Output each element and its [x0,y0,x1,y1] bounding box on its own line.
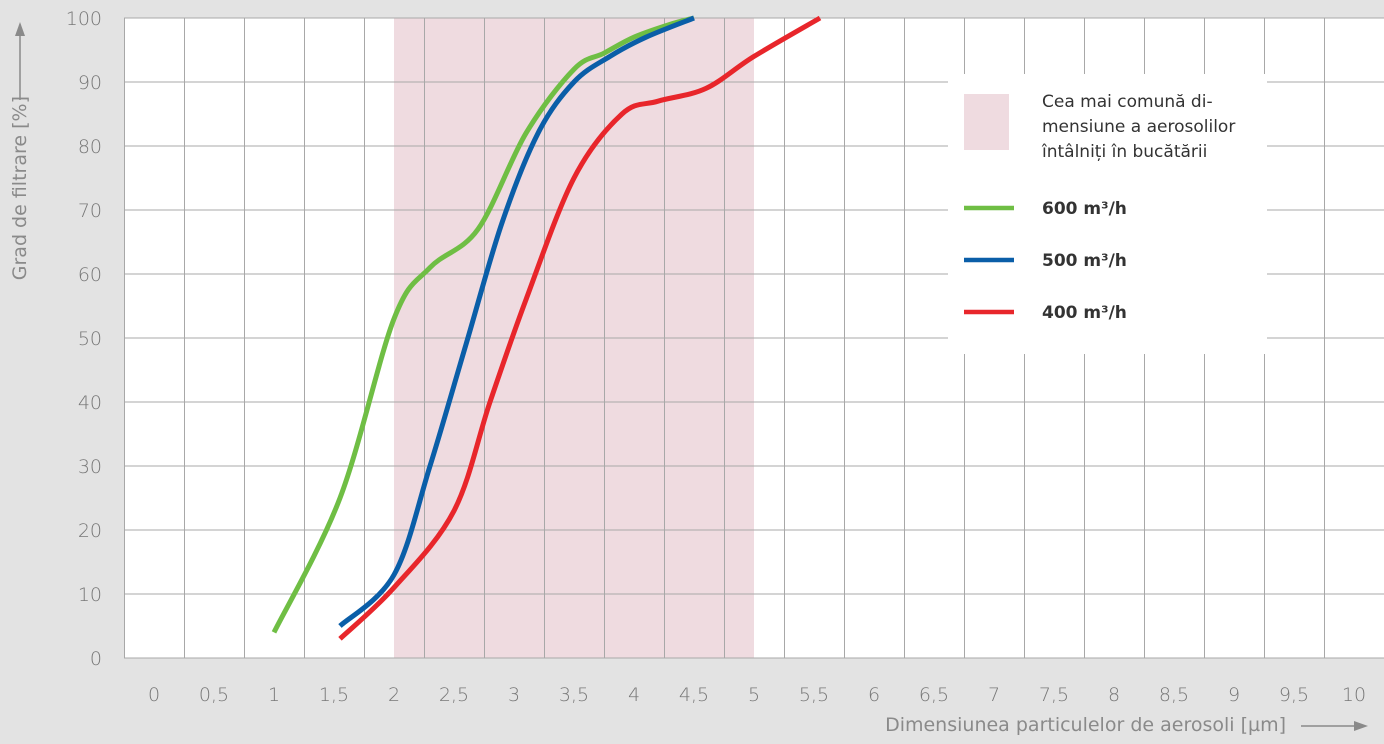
x-tick-label: 6 [868,684,880,706]
series-line-500 [338,15,695,628]
x-axis-ticks: 0 0,5 1 1,5 2 2,5 3 3,5 4 4,5 5 5,5 6 6,5 7 7,5 8 8,5 9 9,5… [148,684,1366,706]
y-axis-label: Grad de filtrare [%] [9,96,31,280]
y-tick-label: 80 [78,136,102,158]
x-axis-title: Dimensiunea particulelor de aerosoli [µm… [885,714,1368,736]
x-tick-label: 6,5 [919,684,949,706]
legend-label-600: 600 m³/h [1042,199,1127,219]
x-tick-label: 1,5 [319,684,349,706]
y-tick-label: 90 [78,72,102,94]
legend: Cea mai comună di- mensiune a aerosolilo… [948,74,1267,354]
y-tick-label: 60 [78,264,102,286]
y-tick-label: 0 [90,648,102,670]
legend-band-swatch [964,94,1009,150]
x-tick-label: 3 [508,684,520,706]
y-tick-label: 20 [78,520,102,542]
y-tick-label: 100 [66,8,102,30]
legend-label-400: 400 m³/h [1042,303,1127,323]
legend-band-label-line-2: mensiune a aerosolilor [1042,117,1235,137]
legend-label-500: 500 m³/h [1042,251,1127,271]
x-tick-label: 0,5 [199,684,229,706]
x-tick-label: 4 [628,684,640,706]
x-tick-label: 3,5 [559,684,589,706]
y-tick-label: 40 [78,392,102,414]
y-tick-label: 30 [78,456,102,478]
x-tick-label: 8,5 [1159,684,1189,706]
x-tick-label: 7 [988,684,1000,706]
legend-band-label-line-1: Cea mai comună di- [1042,92,1213,112]
y-tick-label: 50 [78,328,102,350]
series-lines [271,15,822,641]
y-tick-label: 10 [78,584,102,606]
x-tick-label: 1 [268,684,280,706]
x-tick-label: 2,5 [439,684,469,706]
series-line-400 [338,15,822,641]
x-axis-label: Dimensiunea particulelor de aerosoli [µm… [885,714,1286,736]
x-tick-label: 0 [148,684,160,706]
y-axis-arrow-head [15,22,25,36]
y-tick-label: 70 [78,200,102,222]
x-tick-label: 5,5 [799,684,829,706]
x-axis-arrow-head [1354,721,1368,731]
x-tick-label: 10 [1342,684,1366,706]
x-tick-label: 2 [388,684,400,706]
legend-band-label-line-3: întâlniți în bucătării [1041,142,1207,162]
x-tick-label: 7,5 [1039,684,1069,706]
y-axis-title: Grad de filtrare [%] [9,22,31,280]
x-tick-label: 9,5 [1279,684,1309,706]
series-line-600 [271,15,695,634]
x-tick-label: 8 [1108,684,1120,706]
y-axis-ticks: 0 10 20 30 40 50 60 70 80 90 100 [66,8,102,670]
x-tick-label: 5 [748,684,760,706]
x-tick-label: 4,5 [679,684,709,706]
x-tick-label: 9 [1228,684,1240,706]
